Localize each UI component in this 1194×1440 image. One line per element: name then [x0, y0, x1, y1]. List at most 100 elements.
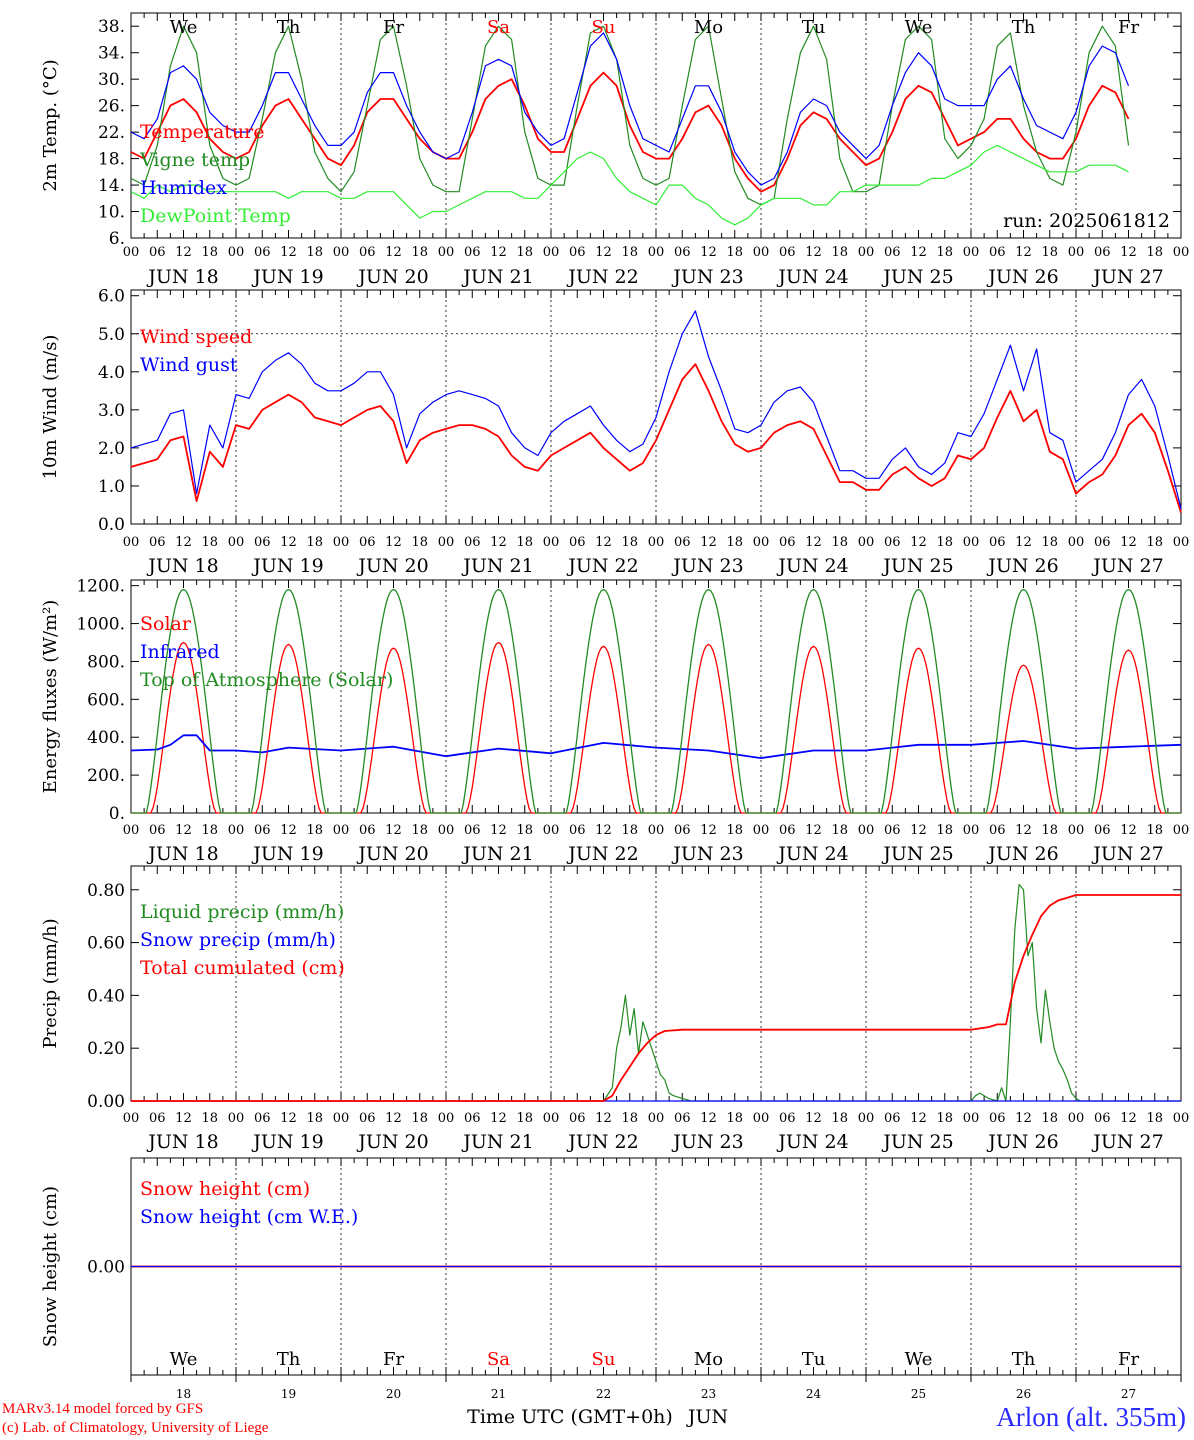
series-liquid-precip-mm-h--line: [131, 883, 1181, 1102]
panel-0-hour-label-end: 00: [1173, 245, 1190, 260]
panel-3-day-label: JUN 20: [356, 1131, 428, 1153]
panel-0-hour-label: 00: [123, 245, 140, 260]
panel-3-day-label: JUN 19: [251, 1131, 323, 1153]
panel-2-hour-label: 00: [648, 823, 665, 838]
panel-1-legend-entry: Wind gust: [140, 354, 238, 376]
series-temperature-line: [130, 71, 1130, 193]
panel-1-day-label: JUN 22: [566, 555, 638, 577]
panel-1-hour-label: 12: [700, 535, 717, 550]
panel-2-y-axis-label: Energy fluxes (W/m²): [40, 600, 61, 794]
panel-3-y-axis-label: Precip (mm/h): [40, 918, 61, 1048]
panel-1-hour-label: 18: [621, 535, 638, 550]
panel-0-day-label: JUN 20: [356, 266, 428, 288]
panel-1-hour-label: 12: [280, 535, 297, 550]
panel-2-y-tick-label: 600.: [87, 690, 125, 710]
panel-0-hour-label: 12: [805, 245, 822, 260]
panel-4-legend-entry: Snow height (cm W.E.): [140, 1206, 358, 1228]
panel-0-legend-entry: Humidex: [140, 177, 227, 199]
panel-2-day-label: JUN 18: [146, 843, 218, 865]
panel-0-hour-label: 00: [858, 245, 875, 260]
series-humidex-line: [130, 32, 1130, 186]
panel-1-hour-label: 00: [543, 535, 560, 550]
panel-3-hour-label: 00: [963, 1111, 980, 1126]
panel-3-hour-label: 06: [359, 1111, 376, 1126]
panel-0-hour-label: 18: [1041, 245, 1058, 260]
panel-2-day-label: JUN 27: [1091, 843, 1163, 865]
panel-1-hour-label: 18: [411, 535, 428, 550]
snow-panel-weekday-label: Fr: [383, 1349, 404, 1370]
panel-2-legend-entry: Top of Atmosphere (Solar): [140, 669, 393, 691]
panel-0-hour-label: 12: [385, 245, 402, 260]
panel-0-day-label: JUN 21: [461, 266, 533, 288]
panel-0-day-label: JUN 24: [776, 266, 848, 288]
panel-0-hour-label: 18: [621, 245, 638, 260]
panel-1-hour-label: 00: [333, 535, 350, 550]
panel-3-y-tick-label: 0.80: [87, 881, 125, 901]
panel-1-hour-label: 12: [490, 535, 507, 550]
panel-0-hour-label: 18: [516, 245, 533, 260]
panel-3-hour-label: 12: [700, 1111, 717, 1126]
panel-4-y-axis-label: Snow height (cm): [40, 1186, 61, 1347]
panel-0-legend-entry: Vigne temp: [139, 149, 250, 171]
panel-0-y-tick-label: 10.: [98, 203, 125, 223]
panel-2-y-tick-label: 0.: [109, 804, 125, 824]
panel-3-day-label: JUN 23: [671, 1131, 743, 1153]
panel-2-hour-label-end: 00: [1173, 823, 1190, 838]
panel-0-day-label: JUN 19: [251, 266, 323, 288]
panel-2-hour-label: 12: [385, 823, 402, 838]
panel-2-hour-label: 12: [175, 823, 192, 838]
panel-2-hour-label: 18: [936, 823, 953, 838]
panel-4-y-tick-label: 0.00: [87, 1258, 125, 1278]
month-label: JUN: [686, 1406, 728, 1428]
panel-3-hour-label: 06: [779, 1111, 796, 1126]
panel-2-hour-label: 18: [306, 823, 323, 838]
panel-0-hour-label: 06: [674, 245, 691, 260]
panel-3-hour-label: 18: [936, 1111, 953, 1126]
panel-2-hour-label: 00: [1068, 823, 1085, 838]
panel-1-hour-label: 06: [674, 535, 691, 550]
panel-2-y-tick-label: 1200.: [76, 577, 125, 597]
panel-3-hour-label: 12: [490, 1111, 507, 1126]
time-axis-label: Time UTC (GMT+0h): [467, 1406, 673, 1428]
panel-3-hour-label: 18: [831, 1111, 848, 1126]
panel-3-hour-label: 00: [1068, 1111, 1085, 1126]
panel-2-hour-label: 12: [595, 823, 612, 838]
panel-1-hour-label: 06: [989, 535, 1006, 550]
panel-3-y-tick-label: 0.20: [87, 1039, 125, 1059]
panel-1-hour-label: 18: [1146, 535, 1163, 550]
panel-2-hour-label: 06: [464, 823, 481, 838]
panel-0-hour-label: 18: [306, 245, 323, 260]
panel-3-hour-label: 00: [648, 1111, 665, 1126]
panel-3-hour-label: 12: [1120, 1111, 1137, 1126]
panel-1-hour-label: 12: [175, 535, 192, 550]
panel-3-hour-label: 06: [569, 1111, 586, 1126]
panel-0-hour-label: 18: [1146, 245, 1163, 260]
panel-2-hour-label: 18: [411, 823, 428, 838]
panel-3-hour-label: 18: [516, 1111, 533, 1126]
panel-2-day-label: JUN 19: [251, 843, 323, 865]
panel-1-hour-label: 18: [306, 535, 323, 550]
panel-1-hour-label: 18: [726, 535, 743, 550]
panel-3-y-tick-label: 0.00: [87, 1092, 125, 1112]
panel-3-hour-label: 00: [438, 1111, 455, 1126]
temp-panel-weekday-label: Fr: [1118, 17, 1139, 38]
panel-1-hour-label: 00: [123, 535, 140, 550]
panel-1-hour-label: 18: [1041, 535, 1058, 550]
panel-3-day-label: JUN 27: [1091, 1131, 1163, 1153]
panel-2-legend-entry: Infrared: [140, 641, 220, 663]
panel-3-hour-label: 12: [175, 1111, 192, 1126]
panel-2-hour-label: 12: [490, 823, 507, 838]
panel-1-hour-label: 00: [858, 535, 875, 550]
series-green-energy: [131, 588, 1181, 814]
panel-3-hour-label: 12: [1015, 1111, 1032, 1126]
snow-panel-weekday-label: Th: [1012, 1349, 1036, 1370]
panel-2-hour-label: 06: [674, 823, 691, 838]
panel-1-hour-label-end: 00: [1173, 535, 1190, 550]
panel-1-day-label: JUN 23: [671, 555, 743, 577]
panel-1-y-tick-label: 4.0: [98, 363, 125, 383]
panel-1-day-label: JUN 27: [1091, 555, 1163, 577]
panel-3-hour-label: 18: [411, 1111, 428, 1126]
snow-panel-day-number: 25: [911, 1387, 926, 1401]
panel-2-hour-label: 18: [516, 823, 533, 838]
snow-panel-weekday-label: Mo: [694, 1349, 723, 1370]
